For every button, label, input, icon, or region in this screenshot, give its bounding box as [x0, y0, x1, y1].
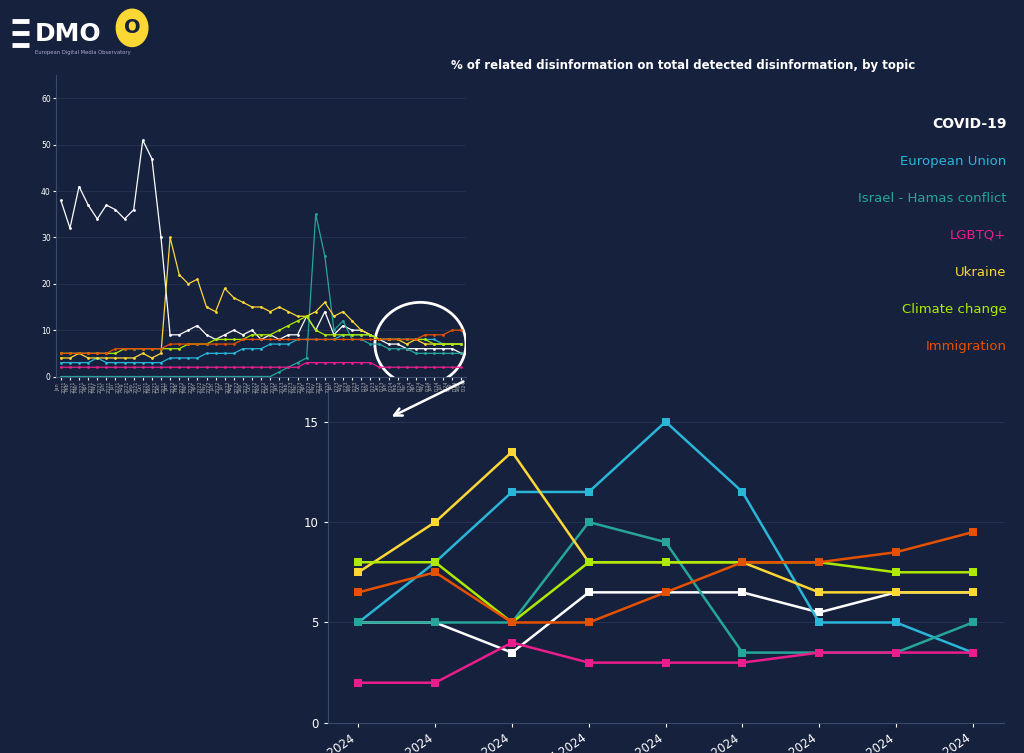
Text: LGBTQ+: LGBTQ+ — [950, 229, 1007, 242]
Text: Immigration: Immigration — [926, 340, 1007, 353]
Circle shape — [117, 9, 147, 47]
Text: Israel - Hamas conflict: Israel - Hamas conflict — [858, 192, 1007, 205]
Text: European Digital Media Observatory: European Digital Media Observatory — [35, 50, 130, 55]
Text: % of related disinformation on total detected disinformation, by topic: % of related disinformation on total det… — [452, 59, 915, 72]
Text: DMO: DMO — [35, 23, 101, 47]
Text: Ukraine: Ukraine — [955, 266, 1007, 279]
Text: Climate change: Climate change — [902, 303, 1007, 316]
Text: O: O — [124, 18, 140, 38]
Text: COVID-19: COVID-19 — [932, 117, 1007, 131]
Text: European Union: European Union — [900, 154, 1007, 167]
